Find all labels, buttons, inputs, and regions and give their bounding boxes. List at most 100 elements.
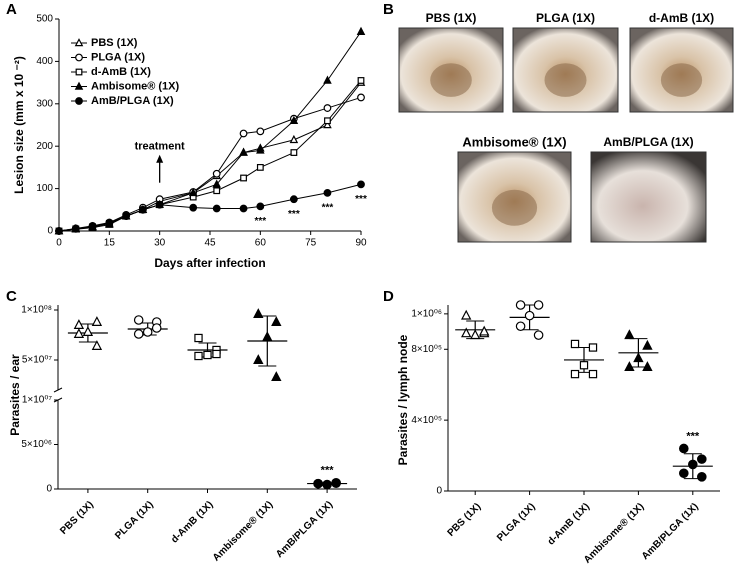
- y-tick-label: 0: [46, 484, 52, 495]
- legend-label: Ambisome® (1X): [91, 80, 180, 92]
- annotation: ***: [355, 194, 367, 205]
- marker: [74, 38, 84, 47]
- y-tick-label: 0: [436, 486, 442, 497]
- y-tick-label: 1×10⁰⁸: [21, 305, 52, 316]
- marker: [533, 330, 544, 340]
- marker: [579, 361, 589, 370]
- marker: [696, 472, 707, 482]
- y-tick-label: 100: [36, 183, 53, 194]
- x-tick-label: PBS (1X): [58, 499, 96, 537]
- y-tick-label: 1×10⁰⁶: [411, 308, 442, 319]
- legend-label: AmB/PLGA (1X): [91, 95, 174, 107]
- y-axis-label: Parasites / lymph node: [396, 334, 410, 465]
- marker: [212, 204, 221, 213]
- marker: [515, 300, 526, 310]
- marker: [262, 331, 273, 341]
- marker: [470, 329, 481, 340]
- marker: [461, 327, 472, 338]
- marker: [570, 339, 580, 349]
- marker: [105, 219, 114, 228]
- marker: [239, 204, 248, 213]
- marker: [289, 134, 299, 144]
- marker: [240, 174, 247, 182]
- panel-label: B: [383, 1, 394, 18]
- x-tick-label: 45: [204, 238, 216, 249]
- marker: [323, 120, 332, 129]
- x-tick-label: Ambisome® (1X): [211, 499, 275, 563]
- annotation: ***: [288, 209, 300, 220]
- y-axis-label: Lesion size (mm x 10 ⁻²): [12, 56, 26, 194]
- marker: [194, 351, 203, 361]
- marker: [624, 361, 635, 371]
- marker: [357, 180, 365, 189]
- marker: [188, 187, 198, 197]
- series-line: [58, 96, 362, 232]
- marker: [461, 309, 472, 320]
- marker: [138, 205, 147, 214]
- legend-label: PBS (1X): [91, 37, 138, 49]
- x-tick-label: Ambisome® (1X): [582, 501, 646, 565]
- marker: [357, 93, 365, 102]
- marker: [588, 343, 598, 352]
- marker: [479, 325, 490, 336]
- marker: [212, 179, 222, 188]
- marker: [73, 328, 85, 338]
- marker: [678, 468, 689, 479]
- x-axis-label: Days after infection: [154, 256, 265, 270]
- marker: [533, 300, 544, 310]
- marker: [256, 202, 265, 211]
- x-tick-label: 0: [56, 238, 62, 249]
- x-tick-label: PLGA (1X): [495, 501, 537, 543]
- x-tick-label: d-AmB (1X): [169, 499, 215, 545]
- x-tick-label: 90: [355, 238, 367, 249]
- marker: [194, 333, 203, 343]
- x-tick-label: AmB/PLGA (1X): [640, 501, 701, 562]
- legend-label: d-AmB (1X): [91, 66, 151, 78]
- marker: [271, 371, 282, 381]
- marker: [74, 81, 84, 90]
- marker: [55, 227, 63, 235]
- series-line: [58, 183, 362, 232]
- marker: [212, 349, 221, 359]
- lesion: [430, 63, 472, 97]
- y-tick-label: 5×10⁰⁶: [21, 439, 52, 450]
- y-tick-label: 4×10⁰⁵: [411, 415, 442, 426]
- marker: [253, 354, 264, 364]
- y-tick-label: 1×10⁰⁷: [22, 395, 53, 406]
- marker: [75, 97, 83, 105]
- marker: [256, 145, 265, 154]
- x-tick-label: 60: [255, 238, 267, 249]
- annotation-arrowhead: [156, 154, 164, 163]
- y-tick-label: 0: [47, 226, 53, 237]
- photo-label: PBS (1X): [426, 11, 477, 25]
- marker: [271, 316, 282, 326]
- marker: [133, 329, 144, 339]
- lesion: [491, 189, 538, 226]
- marker: [203, 350, 212, 360]
- marker: [256, 163, 264, 171]
- marker: [323, 188, 332, 197]
- marker: [356, 26, 366, 35]
- x-tick-label: 15: [104, 238, 116, 249]
- panel-label: A: [6, 1, 17, 18]
- annotation: ***: [254, 216, 266, 227]
- marker: [133, 315, 144, 325]
- x-tick-label: PBS (1X): [446, 501, 484, 539]
- marker: [570, 369, 580, 379]
- marker: [331, 478, 341, 489]
- annotation: ***: [686, 430, 700, 442]
- x-tick-label: d-AmB (1X): [546, 501, 592, 547]
- y-axis-label: Parasites / ear: [8, 354, 22, 436]
- marker: [155, 200, 164, 209]
- photo: [590, 151, 707, 243]
- marker: [515, 321, 526, 332]
- marker: [122, 212, 131, 221]
- photo-label: PLGA (1X): [536, 11, 595, 25]
- x-tick-label: 75: [305, 238, 317, 249]
- y-tick-label: 200: [36, 141, 53, 152]
- marker: [82, 326, 94, 336]
- marker: [290, 149, 298, 156]
- marker: [75, 53, 83, 62]
- marker: [357, 77, 365, 84]
